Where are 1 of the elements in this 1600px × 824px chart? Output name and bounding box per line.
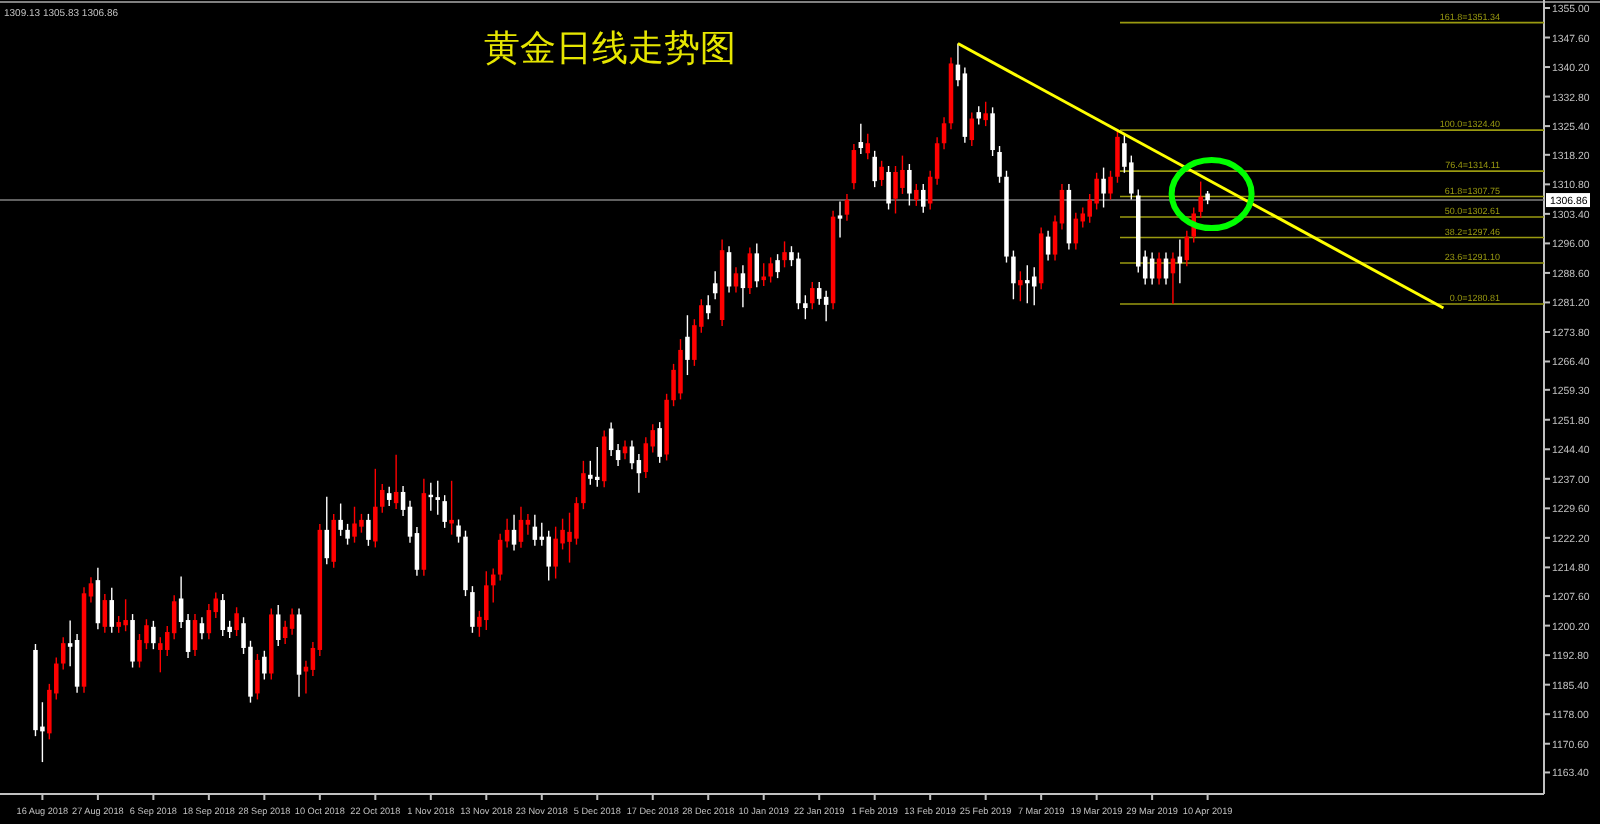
text: 黄金日线走势图 bbox=[484, 28, 736, 70]
